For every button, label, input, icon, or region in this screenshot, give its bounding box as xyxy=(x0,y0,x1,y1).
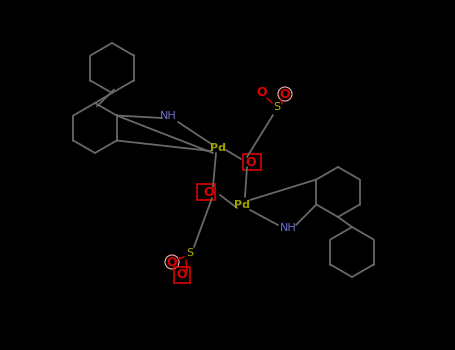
Text: S: S xyxy=(187,248,193,258)
Text: O: O xyxy=(204,186,214,198)
Text: S: S xyxy=(273,102,281,112)
Text: NH: NH xyxy=(160,111,177,121)
Text: Pd: Pd xyxy=(234,200,250,210)
Text: O: O xyxy=(246,155,256,168)
Bar xyxy=(174,267,190,283)
Text: O: O xyxy=(177,268,187,281)
Text: NH: NH xyxy=(280,223,296,233)
Bar xyxy=(243,154,261,170)
Bar xyxy=(197,184,215,200)
Text: O: O xyxy=(280,88,290,100)
Text: O: O xyxy=(167,256,177,268)
Text: O: O xyxy=(257,86,268,99)
Text: Pd: Pd xyxy=(210,143,226,153)
